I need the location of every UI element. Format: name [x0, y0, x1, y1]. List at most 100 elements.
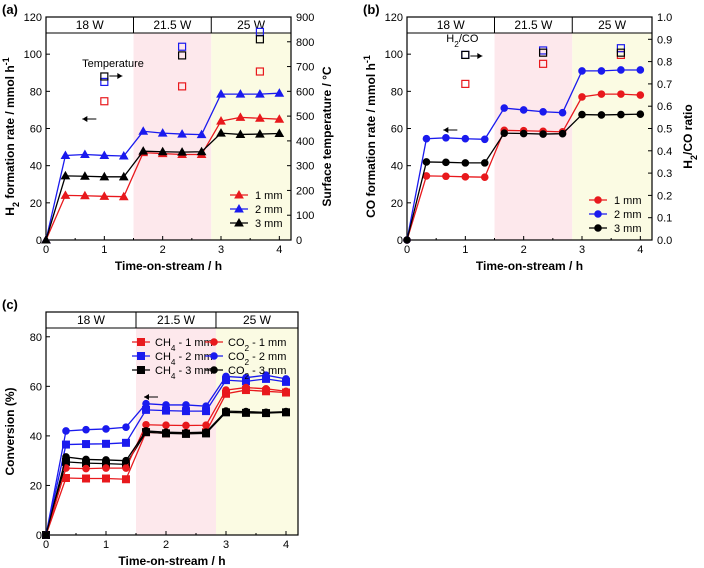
data-point — [182, 421, 190, 430]
y2-tick-label: 0.2 — [657, 190, 672, 202]
data-point — [82, 455, 90, 464]
data-point — [202, 428, 210, 436]
data-point — [216, 128, 226, 137]
data-point — [235, 89, 246, 98]
data-point — [274, 128, 285, 138]
x-axis-label: Time-on-stream / h — [476, 259, 583, 273]
legend-marker — [594, 224, 602, 232]
panel-b: 18 W 21.5 W 25 W 0 1 2 3 4 Time-on-stream / h 0 20… — [362, 2, 699, 273]
y2-tick-label: 0.1 — [657, 213, 672, 225]
data-point — [118, 150, 129, 160]
data-point — [61, 440, 70, 449]
data-point — [80, 149, 90, 159]
data-point — [461, 173, 470, 181]
left-arrow-icon — [443, 127, 458, 133]
data-point — [519, 129, 528, 138]
legend-label: 1 mm — [255, 190, 283, 202]
secondary-point — [255, 35, 265, 44]
x-tick-label: 3 — [223, 539, 229, 551]
power-band-0 — [46, 312, 136, 535]
data-point — [262, 408, 270, 417]
data-point — [422, 158, 431, 166]
x-tick-label: 1 — [103, 539, 109, 551]
data-point — [500, 129, 509, 137]
y-tick-label: 80 — [30, 332, 42, 344]
x-axis-label: Time-on-stream / h — [118, 554, 225, 568]
data-point — [157, 146, 168, 156]
legend-marker — [234, 203, 244, 213]
data-point — [578, 67, 586, 75]
y-tick-label: 80 — [30, 86, 42, 98]
y-tick-label: 60 — [30, 381, 42, 393]
right-arrow-icon — [109, 73, 123, 79]
left-arrow-icon-head — [82, 116, 88, 122]
data-point — [597, 67, 606, 75]
panel-label: (a) — [2, 2, 18, 17]
data-point — [442, 158, 450, 167]
data-point — [422, 134, 431, 143]
y-tick-label: 60 — [30, 124, 42, 136]
panel-c: 18 W 21.5 W 25 W 0 1 2 3 4 Time-on-stream / h 0 20… — [2, 297, 299, 568]
y-axis-label: Conversion (%) — [3, 387, 17, 475]
data-point — [636, 110, 645, 118]
data-point — [578, 93, 586, 101]
data-point — [162, 428, 170, 436]
y-axis-label: H2 formation rate / mmol h-1 — [1, 57, 21, 215]
y-tick-label: 100 — [385, 49, 403, 61]
x-tick-label: 1 — [101, 244, 107, 256]
data-point — [216, 116, 226, 125]
y2-tick-label: 700 — [296, 62, 314, 74]
data-point — [99, 191, 110, 200]
y2-tick-label: 0.9 — [657, 34, 672, 46]
data-point — [274, 114, 285, 123]
data-point — [282, 375, 290, 383]
secondary-point — [177, 42, 187, 51]
y-tick-label: 0 — [36, 235, 42, 247]
y-tick-label: 40 — [30, 431, 42, 443]
y2-axis-label: H2/CO ratio — [681, 104, 699, 168]
data-point — [82, 464, 90, 473]
data-point — [235, 129, 246, 138]
data-point — [222, 372, 230, 381]
y-tick-label: 60 — [391, 124, 403, 136]
y2-tick-label: 600 — [296, 86, 314, 98]
secondary-point — [255, 67, 265, 76]
right-arrow-icon-head — [477, 53, 483, 59]
data-point — [82, 440, 91, 449]
data-point — [500, 104, 509, 112]
data-point — [519, 106, 528, 114]
data-point — [162, 421, 170, 430]
data-point — [138, 146, 149, 155]
y-tick-label: 20 — [30, 480, 42, 492]
data-point — [597, 90, 606, 98]
legend-marker — [594, 210, 602, 218]
power-band-2 — [211, 17, 291, 240]
data-point — [157, 128, 168, 137]
right-arrow-icon — [470, 53, 483, 59]
data-point — [558, 108, 567, 117]
y-tick-label: 120 — [24, 12, 42, 24]
data-point — [216, 89, 226, 98]
secondary-point — [461, 50, 470, 60]
data-point — [255, 129, 265, 138]
data-point — [282, 407, 290, 416]
data-point — [177, 147, 187, 156]
x-tick-label: 1 — [462, 244, 468, 256]
data-point — [597, 111, 606, 119]
x-tick-label: 4 — [283, 539, 289, 551]
secondary-point — [461, 79, 470, 89]
y-tick-label: 40 — [30, 161, 42, 173]
x-axis-label: Time-on-stream / h — [115, 259, 222, 273]
y2-tick-label: 0.8 — [657, 57, 672, 69]
data-point — [42, 531, 50, 539]
data-point — [122, 423, 130, 432]
data-point — [102, 439, 110, 448]
y-tick-label: 100 — [24, 49, 42, 61]
data-point — [102, 464, 110, 472]
x-tick-label: 4 — [276, 244, 282, 256]
data-point — [142, 399, 150, 408]
y2-axis-label: Surface temperature / °C — [320, 66, 334, 207]
data-point — [122, 456, 130, 465]
data-point — [242, 373, 250, 382]
y2-tick-label: 300 — [296, 161, 314, 173]
